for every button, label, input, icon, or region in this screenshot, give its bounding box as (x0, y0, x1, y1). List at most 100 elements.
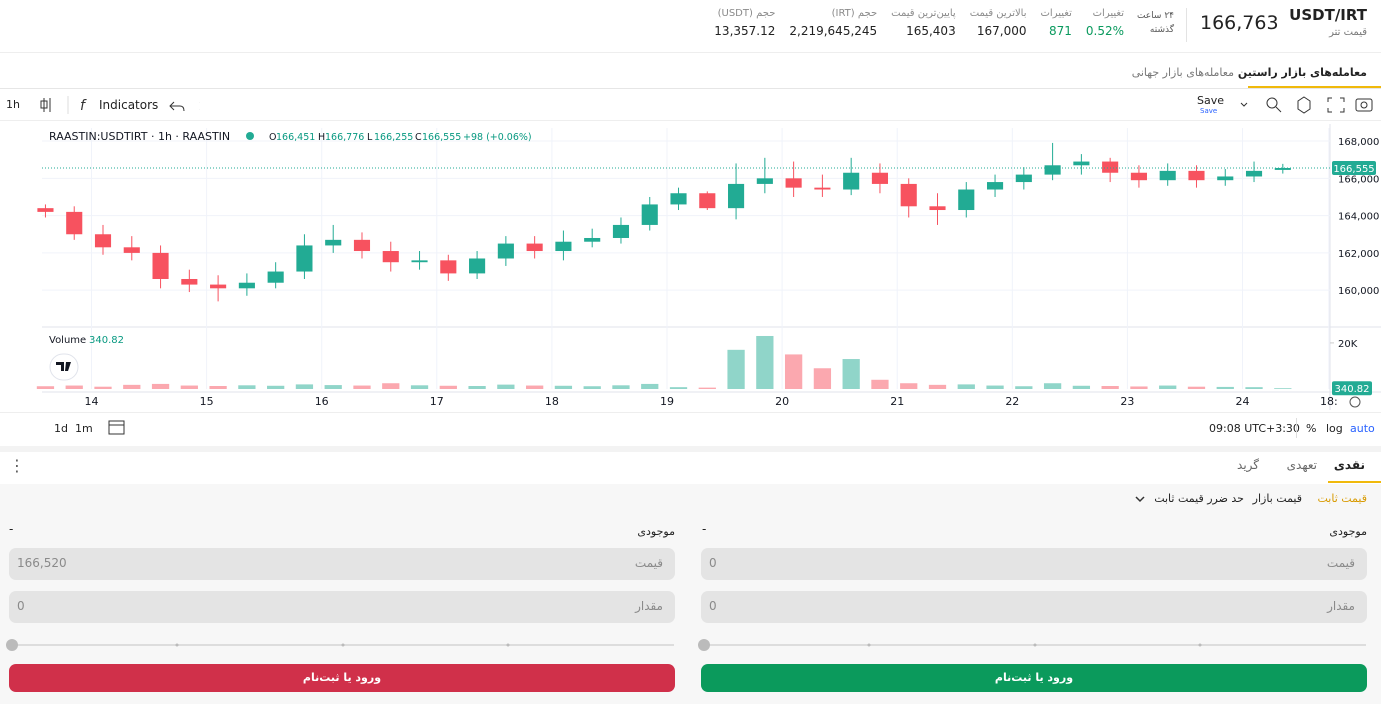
range[interactable]: 1d (54, 422, 68, 435)
order-tab[interactable]: گرید (1237, 458, 1259, 472)
toolbar-right-icons (1240, 96, 1373, 114)
y-tick-label: 164,000 (1338, 212, 1379, 223)
chevron[interactable] (1240, 102, 1248, 107)
chart-title: RAASTIN:USDTIRT · 1h · RAASTIN (49, 130, 230, 143)
order-tabs-bar (0, 446, 1381, 484)
candle-body (1217, 176, 1234, 181)
input-label: مقدار (1327, 599, 1355, 613)
candle-body (641, 204, 658, 225)
divider (1296, 418, 1297, 438)
indicators[interactable]: Indicators (99, 98, 159, 112)
ohlc-key: C (415, 132, 422, 143)
menu[interactable]: ⋮ (9, 456, 25, 475)
sell-button[interactable]: ورود یا ثبت‌نام (9, 664, 675, 692)
order-tab[interactable]: تعهدی (1286, 458, 1317, 472)
x-tick-label: 15 (200, 395, 214, 408)
stat: پایین‌ترین قیمت 165,403 (891, 8, 956, 38)
x-tick-label: 16 (315, 395, 329, 408)
ohlc-value: 166,451 (276, 132, 315, 143)
candle-body (382, 251, 399, 263)
candle-body (66, 211, 83, 235)
range[interactable]: 1m (75, 422, 93, 435)
candle-body (814, 187, 831, 190)
divider (0, 412, 1381, 413)
volume-bar (382, 383, 400, 389)
save[interactable]: Save (1197, 94, 1225, 107)
volume-bar (151, 383, 170, 389)
ohlc-value: 166,555 (422, 132, 461, 143)
last-volume-label: 340.82 (1335, 384, 1370, 395)
candle-body (469, 258, 486, 274)
pair[interactable]: USDT/IRT (1289, 6, 1367, 24)
icon (1135, 496, 1145, 503)
candle-body (1159, 170, 1176, 181)
volume-bar (209, 386, 227, 389)
ohlc-key: O (269, 132, 276, 143)
price-input[interactable]: قیمت 0 (701, 548, 1367, 580)
candle-body (296, 245, 313, 272)
volume-bar (439, 385, 457, 389)
buy-button[interactable]: ورود یا ثبت‌نام (701, 664, 1367, 692)
undo[interactable] (169, 101, 185, 112)
tab-indicator (1248, 86, 1381, 88)
volume-bar (583, 386, 601, 389)
x-tick-label: 23 (1120, 395, 1134, 408)
amount-input[interactable]: مقدار 0 (9, 591, 675, 623)
order-type[interactable]: قیمت ثابت (1317, 492, 1367, 505)
last-price: 166,763 (1200, 12, 1279, 34)
price-input[interactable]: قیمت 166,520 (9, 548, 675, 580)
tv-logo-mark (56, 362, 71, 371)
candle-body (1188, 170, 1205, 181)
candle-body (181, 278, 198, 285)
stat-value: 13,357.12 (714, 24, 776, 38)
date-range-icon[interactable] (106, 418, 128, 438)
dropdown-chevron[interactable] (1134, 493, 1146, 505)
fullscreen[interactable] (1327, 97, 1345, 113)
volume-bar (353, 385, 371, 389)
x-tick-label: 19 (660, 395, 674, 408)
slider-thumb[interactable] (698, 639, 710, 651)
candle-body (1245, 170, 1263, 177)
screenshot[interactable] (1355, 98, 1373, 112)
ohlc-value: 166,255 (374, 132, 413, 143)
icon (40, 100, 48, 109)
amount-input[interactable]: مقدار 0 (701, 591, 1367, 623)
log[interactable]: log (1326, 422, 1343, 435)
volume-bar (1274, 388, 1292, 389)
period: گذشته (1149, 25, 1174, 35)
order-tab[interactable]: نقدی (1333, 458, 1365, 472)
input-value: 0 (709, 556, 717, 570)
interval[interactable]: 1h (6, 98, 20, 111)
volume-bar (1072, 385, 1091, 389)
market-tab[interactable]: معامله‌های بازار راستین (1237, 66, 1367, 79)
slider-thumb[interactable] (6, 639, 18, 651)
auto[interactable]: auto (1350, 422, 1375, 435)
volume-bar (756, 335, 774, 389)
volume-bar (267, 385, 285, 389)
volume-bar (1101, 386, 1119, 389)
x-tick-label: 14 (84, 395, 98, 408)
candle-body (94, 234, 112, 248)
icon[interactable] (1266, 97, 1278, 109)
fx-icon: f (80, 98, 87, 114)
x-tick-label: 21 (890, 395, 904, 408)
volume-bar (784, 354, 803, 389)
slider[interactable] (696, 636, 1372, 654)
volume-bar (727, 349, 745, 389)
percent[interactable]: % (1306, 422, 1317, 435)
order-type[interactable]: قیمت بازار (1252, 492, 1302, 505)
slider[interactable] (4, 636, 680, 654)
candle-body (210, 284, 227, 289)
market-tab[interactable]: معامله‌های بازار جهانی (1131, 66, 1234, 79)
candle-body (699, 193, 716, 209)
settings[interactable] (1297, 96, 1311, 114)
x-tick-label: 20 (775, 395, 789, 408)
candle-body (440, 260, 457, 274)
candle-body (526, 243, 543, 252)
tab-indicator (1328, 481, 1381, 483)
stat: حجم (USDT) 13,357.12 (714, 8, 775, 38)
stat-label: بالاترین قیمت (969, 8, 1027, 19)
order-type[interactable]: حد ضرر قیمت ثابت (1154, 492, 1244, 505)
candle-body (123, 247, 140, 253)
